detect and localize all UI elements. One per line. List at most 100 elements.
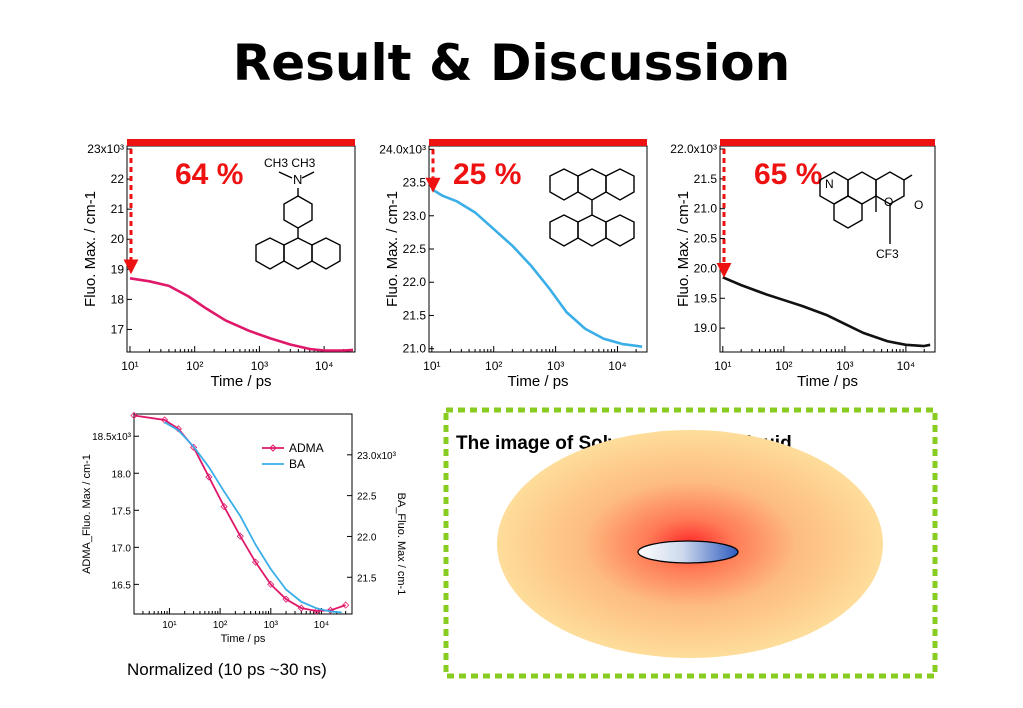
normalized-y2tick-label: 22.5 [357,492,377,503]
adma-molecule: CH3 CH3 N [255,156,341,270]
c153-ytick-label: 20.5 [694,232,718,246]
normalized-ytick-label: 18.0 [112,469,132,480]
adma-ytick-label: 17 [111,322,125,336]
normalized-xtick-label: 10¹ [162,620,177,631]
adma-ytick-label: 19 [111,262,125,276]
c153-cf3-label: CF3 [876,247,899,261]
adma-red-bar [127,139,355,146]
adma-xtick-label: 10¹ [121,359,138,373]
normalized-ytick-label: 16.5 [112,580,132,591]
normalized-legend-marker [269,444,277,452]
adma-n-label: N [293,172,302,187]
normalized-marker [205,473,213,481]
normalized-y2tick-label: 23.0x10³ [357,451,397,462]
c153-ytick-label: 19.5 [694,291,718,305]
ba-xtick-label: 10⁴ [608,359,627,373]
normalized-marker [342,601,350,609]
normalized-marker [282,595,290,603]
adma-ytick-label: 21 [111,202,125,216]
normalized-xlabel: Time / ps [221,633,266,645]
c153-percent-label: 65 % [754,158,822,191]
solvation-panel: The image of Solvation in ionic liquid [443,407,938,679]
normalized-xtick-label: 10² [213,620,228,631]
normalized-y2tick-label: 22.0 [357,532,377,543]
normalized-xtick-label: 10⁴ [314,620,329,631]
normalized-marker [326,606,334,614]
c153-xlabel: Time / ps [797,373,858,390]
adma-xtick-label: 10³ [251,359,268,373]
ba-xlabel: Time / ps [507,373,568,390]
chart-adma: 17 18 19 20 21 22 23x10³ 10¹ 10² 10³ 10⁴ Time / ps F… [82,139,356,390]
ba-ytick-label: 21.0 [403,342,427,356]
normalized-marker [220,503,228,511]
c153-ytick-label: 21.0 [694,202,718,216]
normalized-legend-label: ADMA [289,441,324,455]
normalized-marker [313,607,321,615]
c153-ytick-label: 22.0x10³ [670,142,717,156]
normalized-marker [130,411,138,420]
ba-percent-label: 25 % [453,158,521,191]
adma-series-0 [129,277,354,352]
normalized-ytick-label: 18.5x10³ [92,432,132,443]
adma-xlabel: Time / ps [210,373,271,390]
normalized-plot-frame [133,413,353,615]
c153-o1-label: O [884,195,893,209]
c153-o2-label: O [914,198,923,212]
adma-methyl-label: CH3 CH3 [264,156,316,170]
normalized-xtick-label: 10³ [264,620,279,631]
normalized-marker [267,580,275,588]
c153-xtick-label: 10³ [836,359,853,373]
ba-ytick-label: 23.5 [403,176,427,190]
normalized-series-ba [164,421,342,614]
normalized-ylabel: ADMA_Fluo. Max / cm-1 [81,454,93,574]
ba-xtick-label: 10³ [547,359,564,373]
adma-ylabel: Fluo. Max. / cm-1 [82,191,99,307]
c153-xtick-label: 10² [775,359,792,373]
adma-percent-label: 64 % [175,158,243,191]
ba-ytick-label: 24.0x10³ [379,142,426,156]
c153-xtick-label: 10⁴ [897,359,916,373]
chart-c153: 19.0 19.5 20.0 20.5 21.0 21.5 22.0x10³ 10¹ 10² 10… [670,139,936,390]
adma-ytick-label: 22 [111,172,125,186]
c153-red-bar [720,139,935,146]
adma-ytick-label: 20 [111,232,125,246]
chart-ba: 21.0 21.5 22.0 22.5 23.0 23.5 24.0x10³ 10¹ 10² 10… [379,139,648,390]
normalized-caption: Normalized (10 ps ~30 ns) [127,660,327,679]
chart-normalized: 16.5 17.0 17.5 18.0 18.5x10³ 10¹ 10² 10³ 10⁴ Time… [81,411,407,645]
slide-title: Result & Discussion [232,34,791,92]
c153-xtick-label: 10¹ [714,359,731,373]
c153-ytick-label: 21.5 [694,172,718,186]
normalized-legend-label: BA [289,457,305,471]
normalized-y2label: BA_Fluo. Max / cm-1 [395,493,407,596]
c153-molecule: O O N CF3 [819,171,923,261]
adma-xtick-label: 10⁴ [315,359,334,373]
ba-ytick-label: 21.5 [403,308,427,322]
solute-dipole [637,540,739,564]
ba-series-0 [431,188,643,348]
c153-series-0 [722,276,931,348]
ba-ytick-label: 22.0 [403,275,427,289]
ba-red-bar [429,139,647,146]
ba-molecule [549,168,635,247]
normalized-y2tick-label: 21.5 [357,573,377,584]
ba-ylabel: Fluo. Max. / cm-1 [384,191,401,307]
c153-ylabel: Fluo. Max. / cm-1 [675,191,692,307]
solvation-frame [443,407,938,679]
normalized-marker [174,425,182,433]
normalized-marker [190,443,198,451]
adma-ytick-label: 18 [111,292,125,306]
adma-ytick-label: 23x10³ [87,142,124,156]
normalized-ytick-label: 17.0 [112,543,132,554]
c153-ytick-label: 20.0 [694,261,718,275]
ba-ytick-label: 22.5 [403,242,427,256]
ba-xtick-label: 10² [485,359,502,373]
c153-n-label: N [825,177,834,191]
normalized-ytick-label: 17.5 [112,506,132,517]
normalized-marker [251,558,260,566]
c153-ytick-label: 19.0 [694,321,718,335]
normalized-marker [236,532,244,540]
adma-xtick-label: 10² [186,359,203,373]
ba-ytick-label: 23.0 [403,209,427,223]
ba-xtick-label: 10¹ [423,359,440,373]
